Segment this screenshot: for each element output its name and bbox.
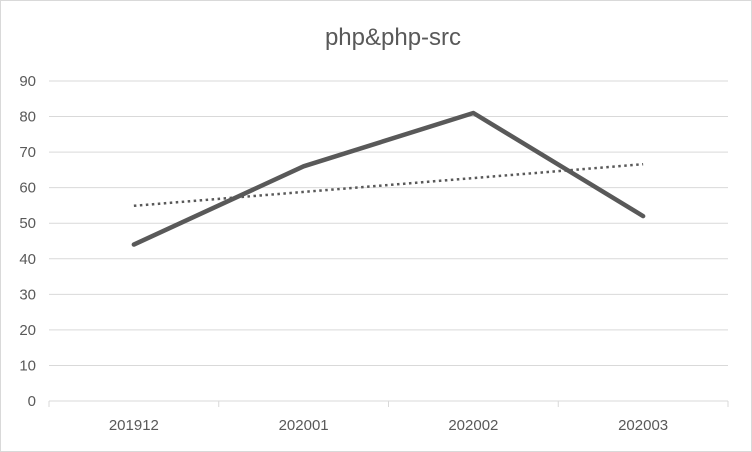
series-line: [131, 110, 646, 247]
y-tick-label: 40: [19, 251, 36, 268]
y-tick-label: 30: [19, 286, 36, 303]
y-tick-label: 20: [19, 322, 36, 339]
y-tick-label: 10: [19, 357, 36, 374]
x-tick-label: 201912: [109, 417, 159, 434]
x-tick-label: 202001: [279, 417, 329, 434]
y-axis-tick-labels: 0 10 20 30 40 50 60 70 80 90: [19, 73, 36, 410]
x-tick-label: 202003: [618, 417, 668, 434]
gridlines: [49, 80, 728, 366]
y-tick-label: 0: [28, 393, 36, 410]
chart-title: php&php-src: [325, 24, 461, 51]
trendline: [133, 162, 644, 208]
trendline-layer: [133, 162, 644, 208]
y-tick-label: 90: [19, 73, 36, 90]
x-axis-tick-labels: 201912 202001 202002 202003: [109, 417, 668, 434]
y-tick-label: 70: [19, 144, 36, 161]
y-tick-label: 50: [19, 215, 36, 232]
x-axis: [48, 400, 729, 407]
x-tick-label: 202002: [448, 417, 498, 434]
series-layer: [131, 110, 646, 247]
y-tick-label: 60: [19, 180, 36, 197]
y-tick-label: 80: [19, 109, 36, 126]
